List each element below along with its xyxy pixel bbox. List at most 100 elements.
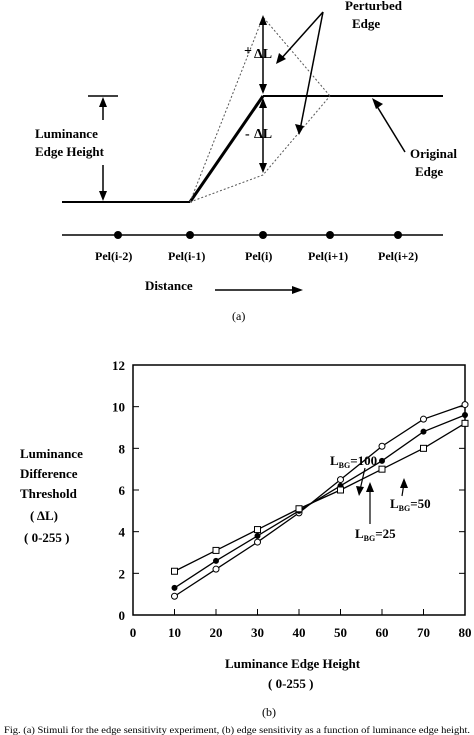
panel-b-label: (b) xyxy=(262,705,276,719)
y-tick-label: 6 xyxy=(119,483,126,498)
perturbed-edge-label-line2: Edge xyxy=(352,16,380,31)
ylabel-line3: Threshold xyxy=(20,486,78,501)
pel-dot xyxy=(186,231,194,239)
delta-minus-arrowhead-down xyxy=(259,163,267,173)
original-pointer xyxy=(374,102,406,153)
pel-dot xyxy=(114,231,122,239)
edge-height-label-line1: Luminance xyxy=(35,126,98,141)
original-edge-ramp xyxy=(188,95,265,203)
data-point xyxy=(213,557,219,564)
figure-caption: Fig. (a) Stimuli for the edge sensitivit… xyxy=(4,725,470,735)
perturbed-pointer-1 xyxy=(279,11,324,61)
delta-minus-label: ΔL xyxy=(254,127,272,142)
data-point xyxy=(461,419,469,427)
pel-label-i-2: Pel(i-2) xyxy=(95,249,132,263)
data-point xyxy=(295,505,303,513)
data-point xyxy=(171,584,178,591)
pel-dot xyxy=(326,231,334,239)
data-point xyxy=(254,538,261,546)
edge-height-label-line2: Edge Height xyxy=(35,144,105,159)
y-ticks: 0 2 4 6 8 10 12 xyxy=(112,358,465,623)
data-point xyxy=(420,428,427,435)
panel-a: + ΔL - ΔL Luminance Edge Height Perturbe… xyxy=(35,0,457,323)
ylabel-line2: Difference xyxy=(20,466,78,481)
series-line xyxy=(174,422,466,572)
delta-plus-sign: + xyxy=(244,44,252,59)
edge-height-arrowhead-up xyxy=(99,97,107,107)
plot-frame xyxy=(132,364,466,616)
y-tick-label: 4 xyxy=(119,525,126,540)
data-point xyxy=(212,565,220,573)
pel-label-i-1: Pel(i-1) xyxy=(168,249,205,263)
data-point xyxy=(420,415,427,423)
series-label-50: LBG=50 xyxy=(390,496,431,513)
pel-label-i+1: Pel(i+1) xyxy=(308,249,348,263)
pel-dot xyxy=(394,231,402,239)
series-pointer-50-head xyxy=(400,478,408,488)
delta-plus-arrowhead-up xyxy=(259,15,267,25)
perturbed-pointer-2-head xyxy=(295,124,304,135)
x-ticks: 0 10 20 30 40 50 60 70 80 xyxy=(130,609,472,640)
x-tick-label: 50 xyxy=(334,625,347,640)
y-tick-label: 10 xyxy=(112,400,125,415)
x-tick-label: 70 xyxy=(417,625,430,640)
data-point xyxy=(461,401,469,409)
panel-b: 0 2 4 6 8 10 12 0 10 20 30 40 50 60 70 80 Luminance Di… xyxy=(4,358,472,735)
perturbed-edge-upper xyxy=(189,16,331,203)
perturbed-pointer-2 xyxy=(299,11,324,131)
x-tick-label: 60 xyxy=(376,625,389,640)
x-tick-label: 20 xyxy=(210,625,223,640)
series-group xyxy=(171,401,469,600)
x-tick-label: 30 xyxy=(251,625,264,640)
distance-arrowhead xyxy=(292,286,303,294)
y-tick-label: 2 xyxy=(119,566,126,581)
pel-dot xyxy=(259,231,267,239)
y-tick-label: 0 xyxy=(119,608,126,623)
xlabel-line2: ( 0-255 ) xyxy=(268,676,314,691)
series-line xyxy=(174,403,466,597)
x-tick-label: 0 xyxy=(130,625,137,640)
data-point xyxy=(254,532,261,539)
x-tick-label: 10 xyxy=(168,625,181,640)
data-point xyxy=(462,412,468,418)
data-point xyxy=(212,546,220,554)
series-pointer-25-head xyxy=(366,482,374,492)
pel-label-i+2: Pel(i+2) xyxy=(378,249,418,263)
ylabel-line1: Luminance xyxy=(20,446,83,461)
series-label-100: LBG=100 xyxy=(330,453,377,470)
distance-label: Distance xyxy=(145,278,193,293)
data-point xyxy=(171,592,178,600)
edge-height-arrowhead-down xyxy=(99,191,107,201)
original-edge-label-line1: Original xyxy=(410,146,457,161)
original-pointer-head xyxy=(372,98,383,109)
perturbed-edge-lower xyxy=(189,95,331,203)
series-pointer-100 xyxy=(359,467,366,491)
data-point xyxy=(171,567,178,575)
panel-a-label: (a) xyxy=(232,309,245,323)
x-tick-label: 40 xyxy=(293,625,306,640)
series-label-25: LBG=25 xyxy=(355,526,396,543)
ylabel-line5: ( 0-255 ) xyxy=(24,530,70,545)
data-point xyxy=(379,457,385,464)
ylabel-line4: ( ΔL) xyxy=(30,508,58,523)
y-tick-label: 12 xyxy=(112,358,125,373)
series-line xyxy=(174,414,466,589)
perturbed-pointer-1-head xyxy=(276,53,286,64)
delta-plus-arrowhead-down xyxy=(259,84,267,94)
x-tick-label: 80 xyxy=(459,625,472,640)
data-point xyxy=(337,486,344,494)
series-pointer-100-head xyxy=(356,486,364,496)
delta-minus-arrowhead-up xyxy=(259,98,267,108)
perturbed-edge-label-line1: Perturbed xyxy=(345,0,403,13)
delta-minus-sign: - xyxy=(245,127,250,142)
pel-dots xyxy=(114,231,402,239)
y-tick-label: 8 xyxy=(119,441,126,456)
data-point xyxy=(254,526,261,534)
delta-plus-label: ΔL xyxy=(254,47,272,62)
xlabel-line1: Luminance Edge Height xyxy=(225,656,361,671)
data-point xyxy=(420,444,427,452)
data-point xyxy=(378,442,386,450)
pel-label-i: Pel(i) xyxy=(245,249,272,263)
data-point xyxy=(378,465,386,473)
